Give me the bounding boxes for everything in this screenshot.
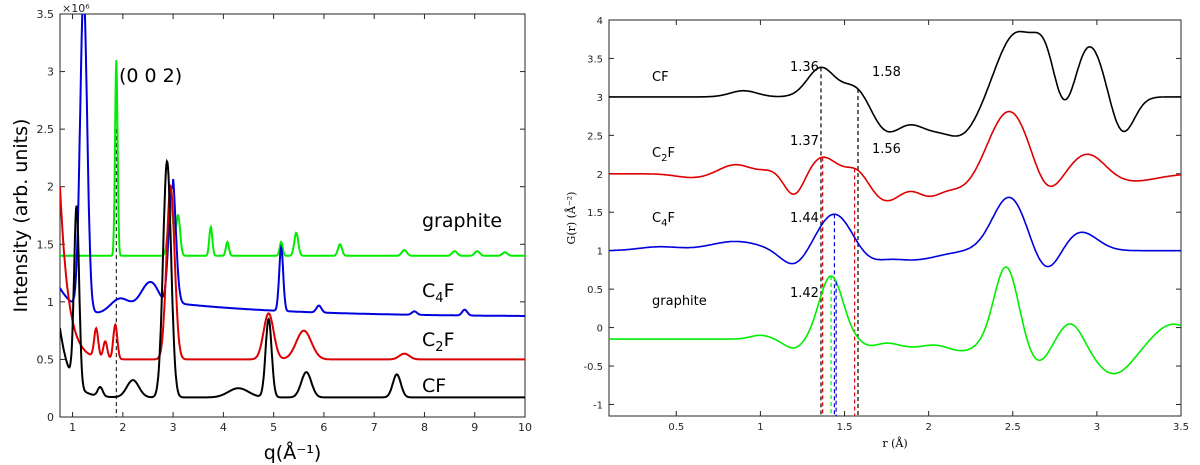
right-series-line-c4f — [609, 196, 1181, 268]
right-marker-label: 1.36 — [790, 60, 819, 75]
left-series-line-c2f — [60, 183, 525, 361]
left-y-tick-label: 2.5 — [37, 123, 55, 136]
right-y-tick-label: 0 — [597, 324, 603, 335]
left-x-tick-label: 1 — [69, 421, 76, 434]
left-x-axis-label: q(Å⁻¹) — [264, 441, 322, 464]
right-y-tick-label: 0.5 — [587, 285, 603, 296]
right-x-tick-label: 2.5 — [1005, 422, 1021, 433]
left-y-tick-label: 2 — [47, 181, 54, 194]
left-series-line-cf — [60, 158, 525, 399]
right-y-axis-label: G(r) (Å⁻²) — [564, 192, 578, 245]
right-marker-label: 1.42 — [790, 286, 819, 301]
right-y-tick-label: 1.5 — [587, 208, 603, 219]
left-y-axis-label: Intensity (arb. units) — [10, 119, 32, 313]
right-y-tick-label: 1 — [597, 247, 603, 258]
left-y-tick-label: 1 — [47, 296, 54, 309]
right-x-tick-label: 3 — [1094, 422, 1100, 433]
right-plot-area — [609, 30, 1181, 416]
right-x-tick-label: 3.5 — [1173, 422, 1189, 433]
right-y-tick-label: 2.5 — [587, 131, 603, 142]
left-series-line-c4f — [60, 14, 525, 317]
left-x-tick-label: 10 — [518, 421, 532, 434]
left-x-tick-label: 2 — [119, 421, 126, 434]
right-series-label-c2f: C2F — [652, 146, 675, 164]
right-series-line-graphite — [609, 266, 1181, 375]
right-x-tick-label: 2 — [925, 422, 931, 433]
right-series-line-cf — [609, 30, 1181, 137]
right-series-label-cf: CF — [652, 70, 669, 85]
right-y-tick-label: -1 — [593, 400, 603, 411]
right-marker-label: 1.44 — [790, 211, 819, 226]
left-y-tick-label: 1.5 — [37, 238, 55, 251]
right-y-tick-label: 2 — [597, 170, 603, 181]
right-y-tick-label: 3.5 — [587, 54, 603, 65]
right-chart: 0.5 1 1.5 2 2.5 3 3.5 -1 -0.5 0 0.5 1 1.5 2 2.5 3 3.5 4 G(… — [564, 16, 1189, 450]
left-series-label-c2f: C2F — [422, 329, 455, 355]
left-plot-area — [60, 14, 525, 417]
left-y-tick-label: 3 — [47, 66, 54, 79]
left-x-tick-label: 5 — [270, 421, 277, 434]
left-y-scale-label: ×10⁶ — [62, 2, 90, 15]
right-y-tick-label: -0.5 — [583, 362, 603, 373]
left-y-tick-label: 0 — [47, 411, 54, 424]
right-plot-frame — [608, 19, 1182, 417]
left-y-tick-label: 3.5 — [37, 8, 55, 21]
right-x-tick-label: 1 — [757, 422, 763, 433]
right-x-tick-label: 1.5 — [837, 422, 853, 433]
right-x-axis-label: r (Å) — [882, 436, 907, 450]
right-series-label-c4f: C4F — [652, 211, 675, 229]
left-x-tick-label: 8 — [421, 421, 428, 434]
left-x-tick-label: 9 — [471, 421, 478, 434]
left-peak-annotation: (0 0 2) — [119, 65, 182, 87]
left-chart: 1 2 3 4 5 6 7 8 9 10 0 0.5 1 1.5 2 2.5 3 3.5 ×10⁶ Intensity… — [10, 2, 532, 464]
left-x-tick-label: 7 — [371, 421, 378, 434]
right-series-label-graphite: graphite — [652, 294, 707, 309]
left-series-label-c4f: C4F — [422, 280, 455, 306]
right-x-tick-label: 0.5 — [668, 422, 684, 433]
left-series-label-cf: CF — [422, 375, 446, 397]
right-marker-label: 1.56 — [872, 142, 901, 157]
left-plot-frame — [59, 13, 526, 418]
left-series-label-graphite: graphite — [422, 210, 502, 232]
right-series-line-c2f — [609, 110, 1181, 202]
left-x-tick-label: 6 — [320, 421, 327, 434]
left-x-tick-label: 3 — [170, 421, 177, 434]
left-x-tick-label: 4 — [220, 421, 227, 434]
right-marker-label: 1.58 — [872, 65, 901, 80]
right-marker-label: 1.37 — [790, 134, 819, 149]
right-y-tick-label: 3 — [597, 93, 603, 104]
left-series-line-graphite — [60, 60, 525, 257]
left-y-tick-label: 0.5 — [37, 353, 55, 366]
right-y-tick-label: 4 — [597, 16, 603, 27]
